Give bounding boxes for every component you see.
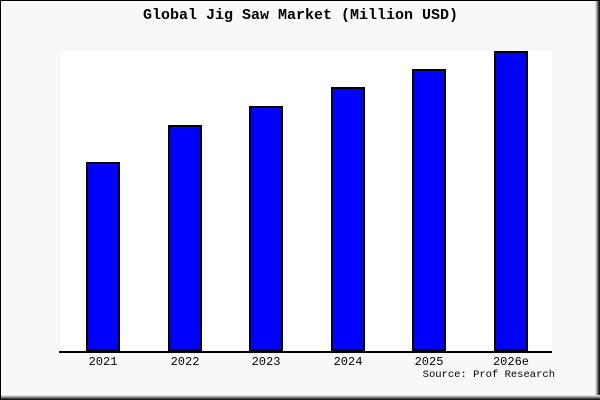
bar-2022 — [168, 125, 202, 351]
bar-2023 — [249, 106, 283, 351]
plot-area — [61, 51, 552, 351]
x-axis-label-2026e: 2026e — [492, 355, 529, 369]
chart-title: Global Jig Saw Market (Million USD) — [142, 7, 459, 24]
bar-2025 — [412, 69, 446, 351]
frame-shadow-bottom — [1, 395, 600, 400]
bar-2021 — [86, 162, 120, 351]
x-axis-label-2024: 2024 — [333, 355, 363, 369]
x-axis-label-2025: 2025 — [414, 355, 444, 369]
bar-2024 — [331, 87, 365, 351]
source-note: Source: Prof Research — [422, 369, 555, 381]
x-axis-label-2022: 2022 — [170, 355, 200, 369]
frame-shadow-right — [595, 1, 600, 400]
x-axis-label-2023: 2023 — [251, 355, 281, 369]
x-axis-line — [59, 351, 552, 353]
x-axis-label-2021: 2021 — [88, 355, 118, 369]
bar-2026e — [494, 51, 528, 351]
